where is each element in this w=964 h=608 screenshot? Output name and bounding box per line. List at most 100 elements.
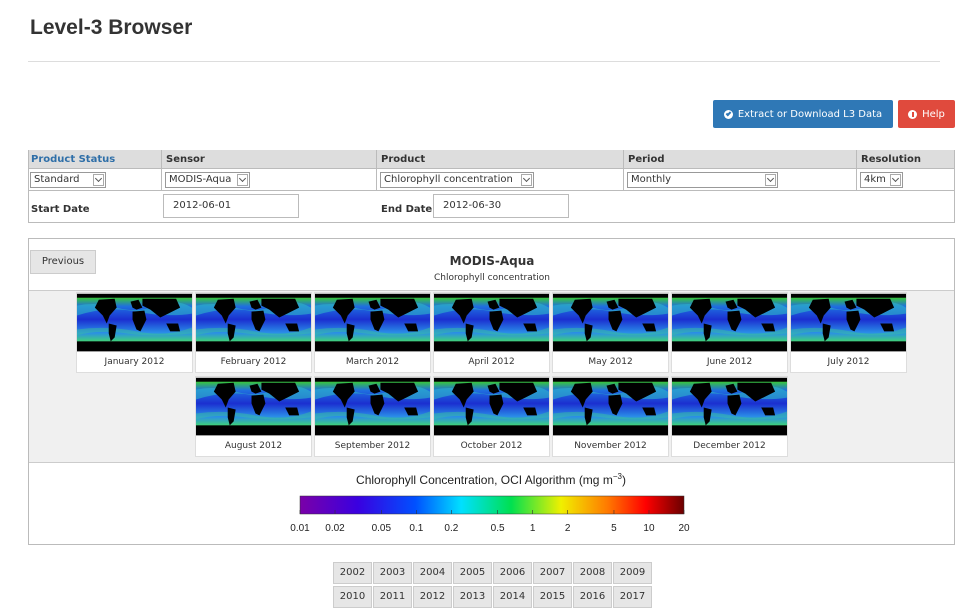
select-arrow — [521, 174, 532, 186]
column-divider — [376, 150, 377, 190]
thumbnail-image — [553, 377, 668, 436]
select-arrow — [237, 174, 248, 186]
select[interactable]: Standard — [30, 172, 106, 188]
select-arrow — [93, 174, 104, 186]
start-date-input[interactable]: 2012-06-01 — [163, 194, 299, 218]
map — [553, 294, 668, 352]
column-header: Sensor — [163, 150, 205, 169]
map — [196, 378, 311, 436]
end-date-label: End Date — [378, 200, 432, 219]
colorbar-tick-label: 0.01 — [290, 523, 310, 534]
year-button[interactable]: 2009 — [613, 562, 652, 584]
colorbar-gradient — [300, 496, 684, 514]
thumbnail[interactable]: May 2012 — [552, 292, 669, 373]
year-button[interactable]: 2016 — [573, 586, 612, 608]
year-button[interactable]: 2004 — [413, 562, 452, 584]
thumbnail[interactable]: November 2012 — [552, 376, 669, 457]
title-text: Chlorophyll Concentration, OCI Algorithm… — [356, 473, 613, 487]
year-button[interactable]: 2002 — [333, 562, 372, 584]
map — [196, 294, 311, 352]
year-button[interactable]: 2008 — [573, 562, 612, 584]
year-button[interactable]: 2014 — [493, 586, 532, 608]
thumbnail[interactable]: June 2012 — [671, 292, 788, 373]
colorbar-tick-label: 0.05 — [372, 523, 392, 534]
map — [791, 294, 906, 352]
select[interactable]: 4km — [860, 172, 903, 188]
column-header: Resolution — [858, 150, 921, 169]
previous-button[interactable]: Previous — [30, 250, 96, 274]
thumbnail[interactable]: March 2012 — [314, 292, 431, 373]
button-label: Extract or Download L3 Data — [738, 109, 882, 120]
thumbnail[interactable]: April 2012 — [433, 292, 550, 373]
year-button[interactable]: 2010 — [333, 586, 372, 608]
thumbnail-image — [791, 293, 906, 352]
thumbnail[interactable]: September 2012 — [314, 376, 431, 457]
colorbar-tick-label: 0.02 — [325, 523, 345, 534]
thumbnail[interactable]: October 2012 — [433, 376, 550, 457]
select[interactable]: MODIS-Aqua — [165, 172, 250, 188]
download-icon — [724, 110, 733, 119]
thumbnail-label: August 2012 — [196, 436, 311, 456]
colorbar-tick-label: 0.2 — [444, 523, 458, 534]
year-button[interactable]: 2015 — [533, 586, 572, 608]
select-value: Monthly — [631, 173, 777, 187]
year-button[interactable]: 2007 — [533, 562, 572, 584]
help-icon — [908, 110, 917, 119]
panel-subtitle: Chlorophyll concentration — [392, 273, 592, 283]
thumbnail-label: July 2012 — [791, 352, 906, 372]
thumbnail-label: March 2012 — [315, 352, 430, 372]
select-value: Chlorophyll concentration — [384, 173, 533, 187]
thumbnail-image — [434, 377, 549, 436]
select[interactable]: Chlorophyll concentration — [380, 172, 534, 188]
button-label: Help — [922, 109, 945, 120]
colorbar-tick-label: 1 — [530, 523, 536, 534]
column-divider — [623, 150, 624, 190]
column-divider — [161, 150, 162, 190]
colorbar: Chlorophyll Concentration, OCI Algorithm… — [29, 464, 954, 544]
colorbar-tick-label: 0.1 — [409, 523, 423, 534]
year-button[interactable]: 2011 — [373, 586, 412, 608]
select[interactable]: Monthly — [627, 172, 778, 188]
year-button[interactable]: 2017 — [613, 586, 652, 608]
thumbnail-image — [672, 377, 787, 436]
page-title: Level-3 Browser — [30, 16, 192, 40]
thumbnail-label: April 2012 — [434, 352, 549, 372]
thumbnail-image — [553, 293, 668, 352]
thumbnail[interactable]: July 2012 — [790, 292, 907, 373]
thumbnail-label: October 2012 — [434, 436, 549, 456]
column-divider — [856, 150, 857, 190]
thumbnail[interactable]: August 2012 — [195, 376, 312, 457]
page: Level-3 Browser Extract or Download L3 D… — [0, 0, 964, 607]
year-button[interactable]: 2005 — [453, 562, 492, 584]
map — [672, 294, 787, 352]
thumbnail-label: February 2012 — [196, 352, 311, 372]
thumbnail[interactable]: February 2012 — [195, 292, 312, 373]
thumbnail-image — [315, 377, 430, 436]
year-button[interactable]: 2006 — [493, 562, 532, 584]
map — [434, 294, 549, 352]
thumbnail[interactable]: December 2012 — [671, 376, 788, 457]
colorbar-tick-label: 10 — [643, 523, 655, 534]
colorbar-tick-label: 0.5 — [491, 523, 505, 534]
thumbnail-image — [196, 293, 311, 352]
thumbnail-image — [434, 293, 549, 352]
thumbnail-image — [672, 293, 787, 352]
map — [315, 378, 430, 436]
start-date-label: Start Date — [28, 200, 90, 219]
help-button[interactable]: Help — [898, 100, 955, 128]
colorbar-title: Chlorophyll Concentration, OCI Algorithm… — [356, 472, 626, 487]
column-header: Period — [625, 150, 665, 169]
end-date-input[interactable]: 2012-06-30 — [433, 194, 569, 218]
extract-button[interactable]: Extract or Download L3 Data — [713, 100, 893, 128]
colorbar-tick-label: 2 — [565, 523, 571, 534]
map — [672, 378, 787, 436]
thumbnail[interactable]: January 2012 — [76, 292, 193, 373]
thumbnail-label: December 2012 — [672, 436, 787, 456]
select-arrow — [765, 174, 776, 186]
year-button[interactable]: 2003 — [373, 562, 412, 584]
year-button[interactable]: 2013 — [453, 586, 492, 608]
select-arrow — [890, 174, 901, 186]
year-button[interactable]: 2012 — [413, 586, 452, 608]
title-end: ) — [622, 473, 626, 487]
column-header: Product — [378, 150, 425, 169]
